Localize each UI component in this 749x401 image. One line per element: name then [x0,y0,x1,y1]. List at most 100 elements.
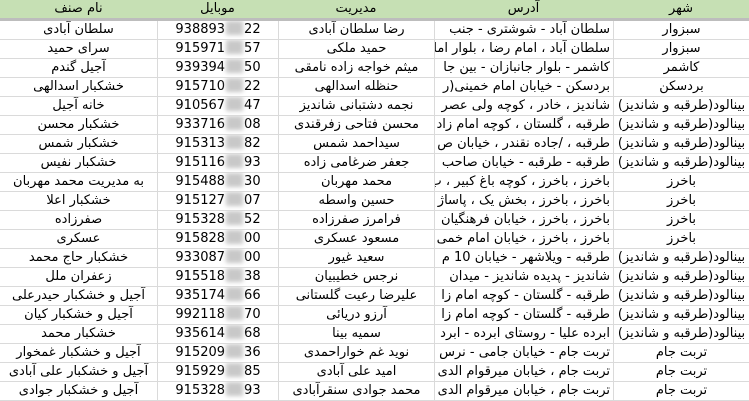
cell-name[interactable]: خشکبار محمد [41,326,116,341]
cell-city[interactable]: بینالود(طرقبه و شاندیز) [613,135,749,153]
cell-address[interactable]: تربت جام ، خیابان میرقوام الدی [434,382,613,400]
cell-address[interactable]: تربت جام - خیابان جامی - نرس [434,344,613,362]
header-mobile[interactable]: موبایل [200,1,235,16]
cell-name[interactable]: آجیل و خشکبار غمخوار [16,345,141,360]
cell-manager[interactable]: نجمه دشتبانی شاندیز [278,97,434,115]
cell-manager[interactable]: محسن فتاحی زفرقندی [278,116,434,134]
cell-city[interactable]: کاشمر [613,59,749,77]
cell-name[interactable]: زعفران ملل [45,269,112,284]
cell-name[interactable]: صفرزاده [54,212,103,227]
cell-city[interactable]: باخرز [613,173,749,191]
cell-mobile[interactable]: 938893 22 [157,21,278,39]
cell-address[interactable]: باخرز ، باخرز ، کوچه باغ کبیر ، ب [434,173,613,191]
cell-manager[interactable]: حمید ملکی [278,40,434,58]
cell-address[interactable]: سلطان آباد - شوشتری - جنب [434,21,613,39]
cell-address[interactable]: باخرز ، باخرز ، خیابان امام خمی [434,230,613,248]
cell-city[interactable]: تربت جام [613,344,749,362]
cell-name[interactable]: خشکبار حاج محمد [28,250,129,265]
cell-address[interactable]: کاشمر - بلوار جانبازان - بین جا [434,59,613,77]
cell-city[interactable]: سبزوار [613,21,749,39]
cell-city[interactable]: بردسکن [613,78,749,96]
cell-manager[interactable]: رضا سلطان آبادی [278,21,434,39]
cell-manager[interactable]: محمد جوادی سنقرآبادی [278,382,434,400]
cell-address[interactable]: طرقبه - گلستان - کوچه امام زا [434,287,613,305]
cell-mobile[interactable]: 935614 68 [157,325,278,343]
cell-city[interactable]: سبزوار [613,40,749,58]
cell-address[interactable]: شاندیز ، خادر ، کوچه ولی عصر [434,97,613,115]
cell-manager[interactable]: امید علی آبادی [278,363,434,381]
cell-name[interactable]: آجیل گندم [51,60,106,75]
cell-city[interactable]: بینالود(طرقبه و شاندیز) [613,287,749,305]
cell-address[interactable]: باخرز ، باخرز ، بخش یک ، پاساژ [434,192,613,210]
cell-name[interactable]: آجیل و خشکبار جوادی [18,383,139,398]
cell-name[interactable]: آجیل و خشکبار علی آبادی [8,364,149,379]
cell-mobile[interactable]: 915127 07 [157,192,278,210]
cell-name[interactable]: خشکبار اعلا [46,193,111,208]
cell-mobile[interactable]: 939394 50 [157,59,278,77]
cell-mobile[interactable]: 915971 57 [157,40,278,58]
cell-city[interactable]: تربت جام [613,363,749,381]
cell-address[interactable]: طرقبه ، گلستان ، کوچه امام زاد [434,116,613,134]
cell-manager[interactable]: آرزو دریائی [278,306,434,324]
cell-manager[interactable]: محمد مهربان [278,173,434,191]
cell-city[interactable]: بینالود(طرقبه و شاندیز) [613,97,749,115]
cell-name[interactable]: آجیل و خشکبار حیدرعلی [11,288,146,303]
cell-mobile[interactable]: 915328 93 [157,382,278,400]
cell-manager[interactable]: حسین واسطه [278,192,434,210]
cell-name[interactable]: خشکبار اسدالهی [33,79,124,94]
cell-address[interactable]: طرقبه - طرقبه - خیابان صاحب [434,154,613,172]
cell-manager[interactable]: جعفر ضرغامی زاده [278,154,434,172]
cell-city[interactable]: باخرز [613,230,749,248]
cell-mobile[interactable]: 915209 36 [157,344,278,362]
cell-address[interactable]: طرقبه - ویلاشهر - خیابان 10 م [434,249,613,267]
cell-name[interactable]: آجیل و خشکبار کیان [24,307,133,322]
cell-manager[interactable]: سعید غیور [278,249,434,267]
header-name[interactable]: نام صنف [54,1,103,16]
cell-name[interactable]: خشکبار نفیس [40,155,117,170]
cell-mobile[interactable]: 935174 66 [157,287,278,305]
cell-city[interactable]: بینالود(طرقبه و شاندیز) [613,249,749,267]
cell-name[interactable]: عسکری [56,231,101,246]
cell-manager[interactable]: نرجس خطیبیان [278,268,434,286]
cell-mobile[interactable]: 933716 08 [157,116,278,134]
cell-mobile[interactable]: 992118 70 [157,306,278,324]
cell-city[interactable]: بینالود(طرقبه و شاندیز) [613,306,749,324]
cell-city[interactable]: بینالود(طرقبه و شاندیز) [613,325,749,343]
cell-manager[interactable]: علیرضا رعیت گلستانی [278,287,434,305]
cell-city[interactable]: باخرز [613,192,749,210]
header-address[interactable]: آدرس [507,1,540,16]
cell-address[interactable]: شاندیز - پدیده شاندیز - میدان [434,268,613,286]
cell-mobile[interactable]: 915328 52 [157,211,278,229]
cell-mobile[interactable]: 915313 82 [157,135,278,153]
cell-address[interactable]: سلطان آباد ، امام رضا ، بلوار اما [434,40,613,58]
cell-city[interactable]: بینالود(طرقبه و شاندیز) [613,154,749,172]
cell-city[interactable]: باخرز [613,211,749,229]
cell-address[interactable]: طرقبه - گلستان - کوچه امام زا [434,306,613,324]
header-manager[interactable]: مدیریت [335,1,377,16]
cell-address[interactable]: ابرده علیا - روستای ابرده - ابرد [434,325,613,343]
cell-mobile[interactable]: 915929 85 [157,363,278,381]
cell-address[interactable]: طرقبه ، /جاده نقندر ، خیابان ص [434,135,613,153]
cell-name[interactable]: به مدیریت محمد مهربان [13,174,144,189]
cell-address[interactable]: باخرز ، باخرز ، خیابان فرهنگیان [434,211,613,229]
cell-manager[interactable]: میثم خواجه زاده نامقی [278,59,434,77]
cell-city[interactable]: بینالود(طرقبه و شاندیز) [613,116,749,134]
cell-mobile[interactable]: 933087 00 [157,249,278,267]
cell-mobile[interactable]: 910567 47 [157,97,278,115]
cell-name[interactable]: سرای حمید [47,41,110,56]
cell-name[interactable]: خانه آجیل [52,98,105,113]
cell-manager[interactable]: فرامرز صفرزاده [278,211,434,229]
header-city[interactable]: شهر [668,1,694,16]
cell-mobile[interactable]: 915710 22 [157,78,278,96]
cell-manager[interactable]: مسعود عسکری [278,230,434,248]
cell-mobile[interactable]: 915828 00 [157,230,278,248]
cell-name[interactable]: سلطان آبادی [43,22,114,37]
cell-city[interactable]: بینالود(طرقبه و شاندیز) [613,268,749,286]
cell-city[interactable]: تربت جام [613,382,749,400]
cell-address[interactable]: بردسکن - خیابان امام خمینی(ر [434,78,613,96]
cell-manager[interactable]: حنظله اسدالهی [278,78,434,96]
cell-mobile[interactable]: 915518 38 [157,268,278,286]
cell-manager[interactable]: سمیه بینا [278,325,434,343]
cell-name[interactable]: خشکبار شمس [38,136,119,151]
cell-address[interactable]: تربت جام ، خیابان میرقوام الدی [434,363,613,381]
